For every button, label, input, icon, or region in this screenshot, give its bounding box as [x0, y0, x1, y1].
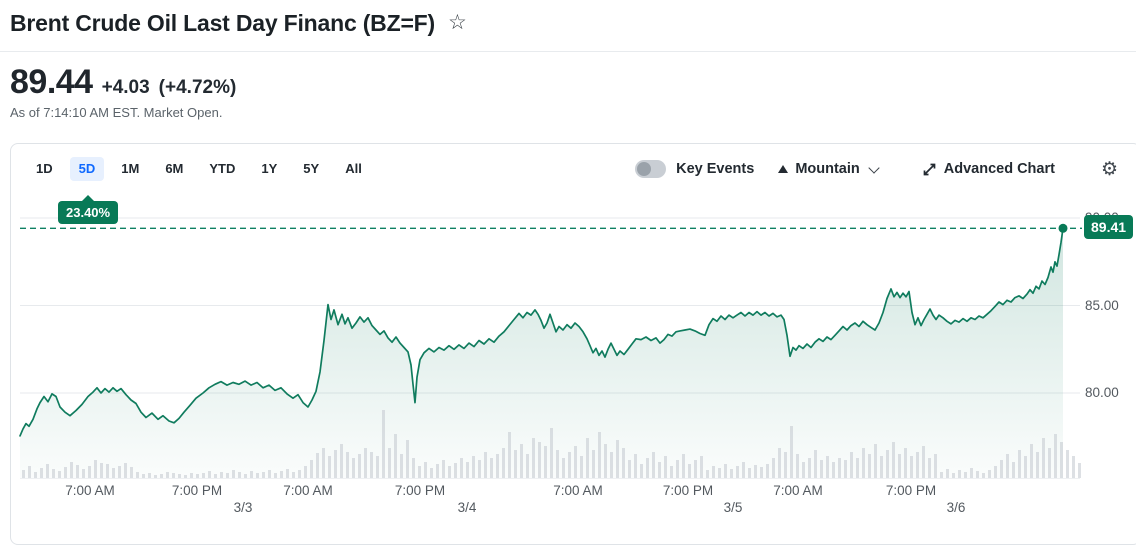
last-price: 89.44: [10, 63, 93, 101]
star-watchlist-icon[interactable]: ☆: [448, 11, 467, 34]
key-events-toggle[interactable]: [635, 160, 667, 178]
toolbar-right: Key Events Mountain Advanced Chart ⚙: [635, 160, 1118, 179]
range-tab-5y[interactable]: 5Y: [303, 161, 320, 176]
range-tab-6m[interactable]: 6M: [165, 161, 184, 176]
quote-header: Brent Crude Oil Last Day Financ (BZ=F) ☆: [0, 0, 1136, 37]
chart-type-label: Mountain: [795, 161, 860, 177]
expand-diagonal-icon: [923, 163, 936, 175]
settings-gear-icon[interactable]: ⚙: [1100, 158, 1118, 180]
range-tab-ytd[interactable]: YTD: [209, 161, 236, 176]
range-tabs: 1D 5D 1M 6M YTD 1Y 5Y All: [27, 157, 371, 181]
chart-card: 1D 5D 1M 6M YTD 1Y 5Y All Key Events Mountain A…: [10, 143, 1136, 545]
range-tab-1y[interactable]: 1Y: [261, 161, 278, 176]
key-events-label: Key Events: [676, 161, 755, 177]
quote-summary: 89.44 +4.03 (+4.72%): [10, 65, 1136, 99]
range-tab-1m[interactable]: 1M: [121, 161, 140, 176]
last-price-badge: 89.41: [1084, 215, 1134, 239]
page-title: Brent Crude Oil Last Day Financ (BZ=F): [10, 10, 435, 36]
toggle-knob-icon: [637, 162, 652, 176]
chevron-down-icon: [868, 161, 880, 174]
range-change-badge: 23.40%: [58, 195, 119, 224]
as-of-timestamp: As of 7:14:10 AM EST. Market Open.: [10, 105, 223, 120]
mountain-icon: [778, 165, 789, 173]
chart-toolbar: 1D 5D 1M 6M YTD 1Y 5Y All Key Events Mountain A…: [11, 144, 1136, 181]
price-change: +4.03: [101, 77, 150, 98]
chart-type-dropdown[interactable]: Mountain: [778, 161, 880, 177]
header-divider: [0, 51, 1136, 52]
advanced-chart-button[interactable]: Advanced Chart: [922, 161, 1055, 177]
range-tab-all[interactable]: All: [345, 161, 362, 176]
range-tab-1d[interactable]: 1D: [36, 161, 53, 176]
price-change-percent: (+4.72%): [158, 77, 237, 98]
advanced-chart-label: Advanced Chart: [943, 161, 1055, 177]
range-tab-5d[interactable]: 5D: [69, 157, 105, 181]
